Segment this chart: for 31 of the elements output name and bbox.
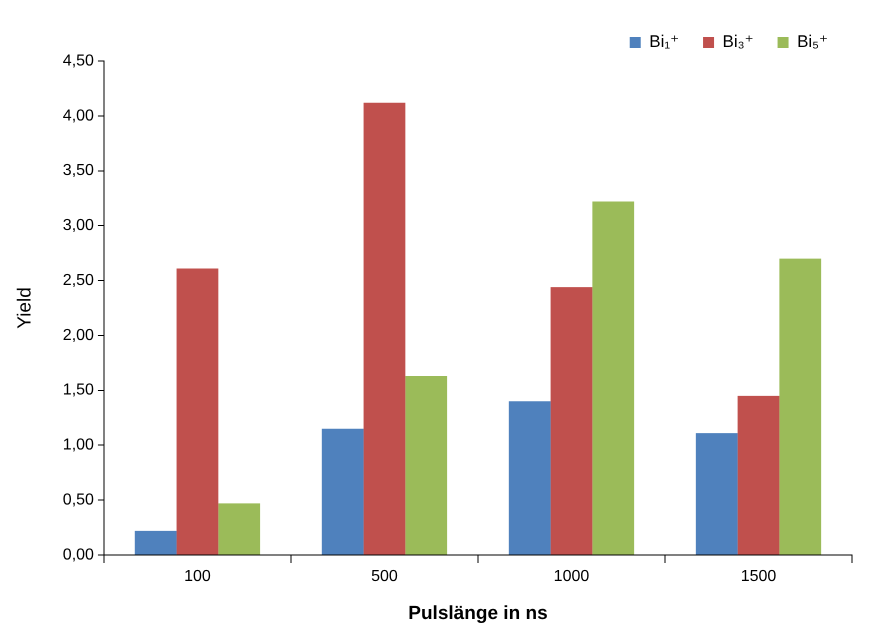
bar — [176, 268, 218, 554]
bar — [779, 258, 822, 554]
bar — [364, 102, 406, 554]
bar — [508, 401, 551, 554]
y-tick-label: 2,50 — [62, 272, 94, 289]
y-tick-label: 4,50 — [62, 52, 94, 70]
y-tick-label: 2,00 — [62, 326, 94, 344]
x-tick-label: 1500 — [740, 568, 776, 586]
bar — [696, 433, 738, 554]
y-tick-label: 3,50 — [62, 162, 94, 180]
y-tick-label: 1,00 — [62, 436, 94, 454]
legend-label: Bi₃⁺ — [722, 32, 754, 52]
x-tick-label: 100 — [184, 568, 211, 586]
bar — [738, 396, 780, 554]
bar — [218, 503, 260, 554]
y-tick-label: 0,50 — [62, 492, 94, 509]
legend-label: Bi₁⁺ — [649, 32, 680, 52]
x-axis-title: Pulslänge in ns — [408, 602, 548, 624]
bar — [405, 376, 448, 554]
y-tick-label: 1,50 — [62, 382, 94, 399]
bar — [592, 202, 634, 554]
y-tick-label: 4,00 — [62, 107, 94, 124]
y-tick-label: 3,00 — [62, 217, 94, 234]
bar — [322, 428, 364, 554]
x-tick-label: 500 — [371, 568, 398, 586]
bar — [134, 530, 177, 554]
bar — [550, 287, 592, 554]
y-tick-label: 0,00 — [62, 546, 94, 564]
legend-label: Bi₅⁺ — [797, 32, 828, 52]
y-axis-title: Yield — [14, 287, 36, 329]
x-tick-label: 1000 — [554, 568, 590, 586]
